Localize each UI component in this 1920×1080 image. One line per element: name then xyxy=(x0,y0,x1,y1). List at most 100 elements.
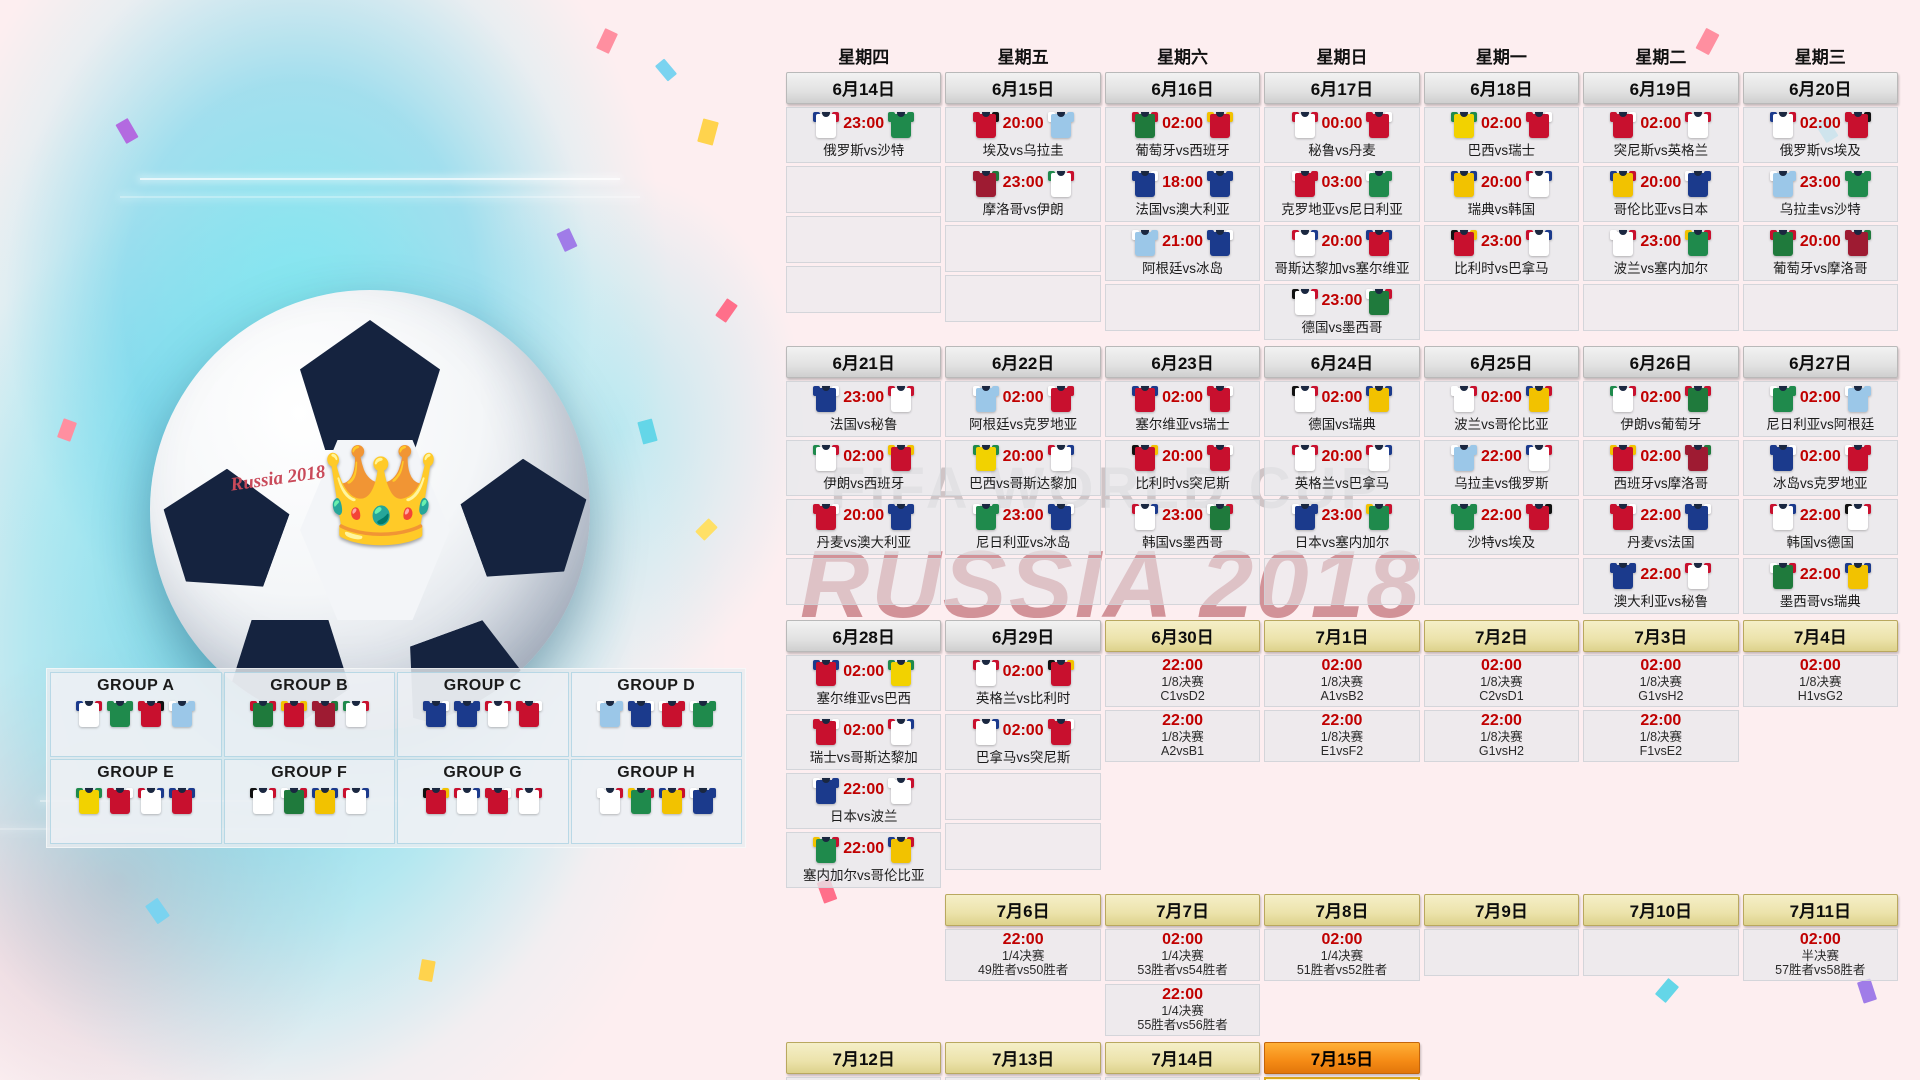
match-cell[interactable]: 20:00 英格兰vs巴拿马 xyxy=(1264,440,1420,496)
date-header-6月19日[interactable]: 6月19日 xyxy=(1583,72,1739,104)
date-header-6月18日[interactable]: 6月18日 xyxy=(1423,72,1580,104)
knockout-match-cell[interactable]: 02:00 半决赛 57胜者vs58胜者 xyxy=(1742,929,1898,981)
date-header-6月25日[interactable]: 6月25日 xyxy=(1423,346,1580,378)
match-cell[interactable]: 20:00 葡萄牙vs摩洛哥 xyxy=(1742,225,1898,281)
match-cell[interactable]: 22:00 沙特vs埃及 xyxy=(1423,499,1580,555)
date-header-7月14日[interactable]: 7月14日 xyxy=(1104,1041,1261,1074)
match-cell[interactable]: 02:00 尼日利亚vs阿根廷 xyxy=(1742,381,1898,437)
date-header-6月20日[interactable]: 6月20日 xyxy=(1742,72,1898,104)
match-cell[interactable]: 02:00 瑞士vs哥斯达黎加 xyxy=(786,714,942,770)
date-header-6月28日[interactable]: 6月28日 xyxy=(786,620,942,652)
group-cell-group-d[interactable]: GROUP D xyxy=(570,672,742,757)
match-cell[interactable]: 20:00 哥伦比亚vs日本 xyxy=(1583,166,1739,222)
date-header-7月6日[interactable]: 7月6日 xyxy=(945,894,1101,926)
group-cell-group-a[interactable]: GROUP A xyxy=(50,672,222,757)
knockout-match-cell[interactable]: 22:00三四名决赛61负者vs62负者 xyxy=(1104,1076,1261,1080)
knockout-match-cell[interactable]: 02:00半决赛59胜者vs60胜者 xyxy=(786,1076,942,1080)
match-cell[interactable]: 23:00 尼日利亚vs冰岛 xyxy=(945,499,1101,555)
match-cell[interactable]: 23:00 俄罗斯vs沙特 xyxy=(786,107,942,163)
group-cell-group-b[interactable]: GROUP B xyxy=(223,672,395,757)
match-cell[interactable]: 22:00 澳大利亚vs秘鲁 xyxy=(1583,558,1739,614)
match-cell[interactable]: 23:00 韩国vs墨西哥 xyxy=(1104,499,1261,555)
date-header-6月21日[interactable]: 6月21日 xyxy=(786,346,942,378)
match-cell[interactable]: 23:00 德国vs墨西哥 xyxy=(1264,284,1420,340)
match-cell[interactable]: 02:00 冰岛vs克罗地亚 xyxy=(1742,440,1898,496)
knockout-match-cell[interactable]: 22:00 1/8决赛 E1vsF2 xyxy=(1264,709,1420,762)
group-cell-group-c[interactable]: GROUP C xyxy=(397,672,569,757)
match-cell[interactable]: 23:00 日本vs塞内加尔 xyxy=(1264,499,1420,555)
date-header-6月16日[interactable]: 6月16日 xyxy=(1104,72,1261,104)
match-cell[interactable]: 21:00 阿根廷vs冰岛 xyxy=(1104,225,1261,281)
knockout-match-cell[interactable]: 22:00 1/8决赛 G1vsH2 xyxy=(1423,709,1580,762)
date-header-6月22日[interactable]: 6月22日 xyxy=(945,346,1101,378)
match-cell[interactable]: 00:00 秘鲁vs丹麦 xyxy=(1264,107,1420,163)
match-cell[interactable]: 22:00 日本vs波兰 xyxy=(786,773,942,829)
match-cell[interactable]: 02:00 塞尔维亚vs瑞士 xyxy=(1104,381,1261,437)
match-cell[interactable]: 20:00 哥斯达黎加vs塞尔维亚 xyxy=(1264,225,1420,281)
date-header-6月26日[interactable]: 6月26日 xyxy=(1583,346,1739,378)
date-header-7月8日[interactable]: 7月8日 xyxy=(1264,894,1420,926)
date-header-7月2日[interactable]: 7月2日 xyxy=(1423,620,1580,652)
knockout-match-cell[interactable]: 02:00 1/8决赛 A1vsB2 xyxy=(1264,655,1420,707)
match-cell[interactable]: 20:00 巴西vs哥斯达黎加 xyxy=(945,440,1101,496)
date-header-7月15日[interactable]: 7月15日 xyxy=(1264,1041,1420,1074)
knockout-match-cell[interactable]: 02:00 1/8决赛 G1vsH2 xyxy=(1583,655,1739,707)
date-header-6月27日[interactable]: 6月27日 xyxy=(1742,346,1898,378)
match-cell[interactable]: 02:00 英格兰vs比利时 xyxy=(945,655,1101,711)
date-header-7月12日[interactable]: 7月12日 xyxy=(786,1041,942,1074)
match-cell[interactable]: 02:00 巴西vs瑞士 xyxy=(1423,107,1580,163)
date-header-6月24日[interactable]: 6月24日 xyxy=(1264,346,1420,378)
match-cell[interactable]: 02:00 葡萄牙vs西班牙 xyxy=(1104,107,1261,163)
knockout-match-cell[interactable]: 02:00 1/8决赛 H1vsG2 xyxy=(1742,655,1898,707)
match-cell[interactable]: 02:00 突尼斯vs英格兰 xyxy=(1583,107,1739,163)
date-header-7月13日[interactable]: 7月13日 xyxy=(945,1041,1101,1074)
date-header-6月23日[interactable]: 6月23日 xyxy=(1104,346,1261,378)
match-cell[interactable]: 02:00 德国vs瑞典 xyxy=(1264,381,1420,437)
knockout-match-cell[interactable]: 22:00 1/4决赛 49胜者vs50胜者 xyxy=(945,929,1101,981)
match-cell[interactable]: 23:00 乌拉圭vs沙特 xyxy=(1742,166,1898,222)
final-match-cell[interactable]: 23:00决 赛 xyxy=(1264,1076,1420,1080)
group-cell-group-g[interactable]: GROUP G xyxy=(397,759,569,844)
date-header-6月30日[interactable]: 6月30日 xyxy=(1104,620,1261,652)
knockout-match-cell[interactable]: 02:00 1/4决赛 53胜者vs54胜者 xyxy=(1104,929,1261,981)
date-header-7月9日[interactable]: 7月9日 xyxy=(1423,894,1580,926)
date-header-6月15日[interactable]: 6月15日 xyxy=(945,72,1101,104)
match-cell[interactable]: 02:00 巴拿马vs突尼斯 xyxy=(945,714,1101,770)
match-cell[interactable]: 23:00 比利时vs巴拿马 xyxy=(1423,225,1580,281)
date-header-7月1日[interactable]: 7月1日 xyxy=(1264,620,1420,652)
match-cell[interactable]: 22:00 墨西哥vs瑞典 xyxy=(1742,558,1898,614)
knockout-match-cell[interactable]: 22:00 1/8决赛 C1vsD2 xyxy=(1104,655,1261,707)
date-header-6月17日[interactable]: 6月17日 xyxy=(1264,72,1420,104)
knockout-match-cell[interactable]: 02:00 1/8决赛 C2vsD1 xyxy=(1423,655,1580,707)
group-cell-group-h[interactable]: GROUP H xyxy=(570,759,742,844)
match-cell[interactable]: 20:00 埃及vs乌拉圭 xyxy=(945,107,1101,163)
match-cell[interactable]: 22:00 韩国vs德国 xyxy=(1742,499,1898,555)
knockout-match-cell[interactable]: 22:00 1/8决赛 F1vsE2 xyxy=(1583,709,1739,762)
group-cell-group-e[interactable]: GROUP E xyxy=(50,759,222,844)
match-cell[interactable]: 02:00 阿根廷vs克罗地亚 xyxy=(945,381,1101,437)
group-cell-group-f[interactable]: GROUP F xyxy=(223,759,395,844)
date-header-6月14日[interactable]: 6月14日 xyxy=(786,72,942,104)
match-cell[interactable]: 18:00 法国vs澳大利亚 xyxy=(1104,166,1261,222)
date-header-7月7日[interactable]: 7月7日 xyxy=(1104,894,1261,926)
match-cell[interactable]: 02:00 塞尔维亚vs巴西 xyxy=(786,655,942,711)
match-cell[interactable]: 20:00 瑞典vs韩国 xyxy=(1423,166,1580,222)
match-cell[interactable]: 02:00 俄罗斯vs埃及 xyxy=(1742,107,1898,163)
match-cell[interactable]: 02:00 西班牙vs摩洛哥 xyxy=(1583,440,1739,496)
match-cell[interactable]: 02:00 伊朗vs西班牙 xyxy=(786,440,942,496)
match-cell[interactable]: 20:00 比利时vs突尼斯 xyxy=(1104,440,1261,496)
match-cell[interactable]: 22:00 丹麦vs法国 xyxy=(1583,499,1739,555)
date-header-6月29日[interactable]: 6月29日 xyxy=(945,620,1101,652)
match-cell[interactable]: 22:00 乌拉圭vs俄罗斯 xyxy=(1423,440,1580,496)
match-cell[interactable]: 02:00 波兰vs哥伦比亚 xyxy=(1423,381,1580,437)
knockout-match-cell[interactable]: 22:00 1/4决赛 55胜者vs56胜者 xyxy=(1104,983,1261,1036)
match-cell[interactable]: 20:00 丹麦vs澳大利亚 xyxy=(786,499,942,555)
match-cell[interactable]: 22:00 塞内加尔vs哥伦比亚 xyxy=(786,832,942,888)
knockout-match-cell[interactable]: 22:00 1/8决赛 A2vsB1 xyxy=(1104,709,1261,762)
match-cell[interactable]: 02:00 伊朗vs葡萄牙 xyxy=(1583,381,1739,437)
date-header-7月11日[interactable]: 7月11日 xyxy=(1742,894,1898,926)
knockout-match-cell[interactable]: 02:00 1/4决赛 51胜者vs52胜者 xyxy=(1264,929,1420,981)
date-header-7月10日[interactable]: 7月10日 xyxy=(1583,894,1739,926)
match-cell[interactable]: 03:00 克罗地亚vs尼日利亚 xyxy=(1264,166,1420,222)
date-header-7月3日[interactable]: 7月3日 xyxy=(1583,620,1739,652)
